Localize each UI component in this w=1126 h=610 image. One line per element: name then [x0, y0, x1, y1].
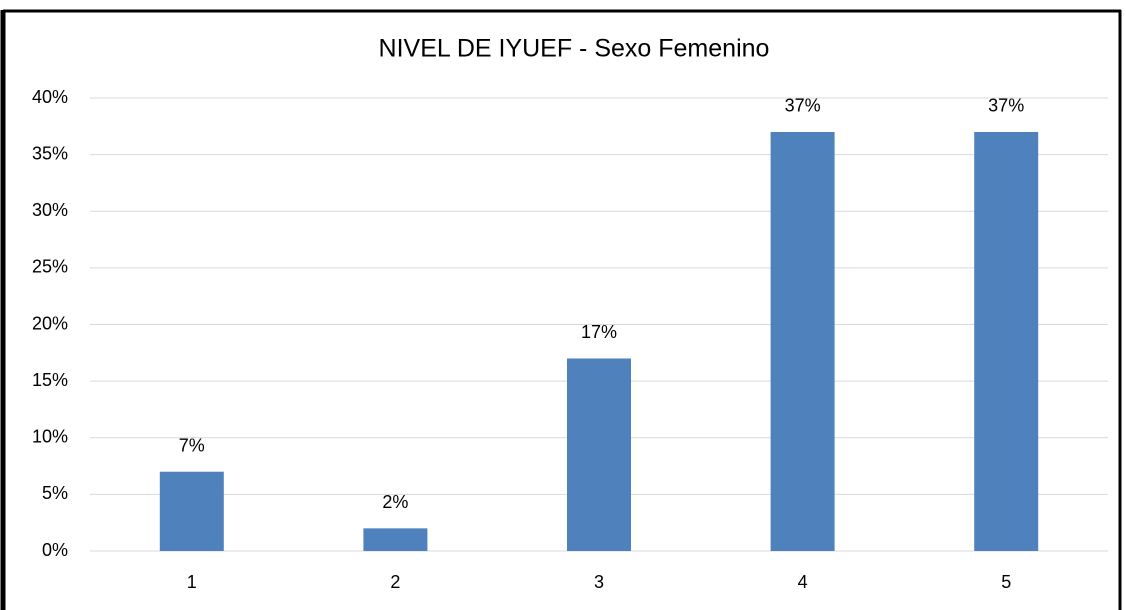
x-tick-label: 2	[390, 572, 400, 592]
y-tick-label: 40%	[32, 87, 68, 107]
bar	[159, 471, 224, 551]
y-tick-label: 35%	[32, 143, 68, 163]
y-tick-label: 20%	[32, 313, 68, 333]
y-tick-label: 25%	[32, 257, 68, 277]
bar	[974, 131, 1039, 551]
chart-title: NIVEL DE IYUEF - Sexo Femenino	[379, 35, 770, 63]
y-tick-label: 10%	[32, 427, 68, 447]
y-tick-label: 15%	[32, 370, 68, 390]
x-tick-label: 3	[594, 572, 604, 592]
bar	[363, 528, 428, 551]
bar	[567, 358, 631, 551]
data-label: 37%	[785, 96, 821, 116]
x-tick-label: 4	[798, 572, 808, 592]
y-tick-label: 0%	[42, 540, 68, 560]
x-tick-label: 5	[1001, 572, 1011, 592]
y-tick-label: 30%	[32, 200, 68, 220]
bar	[770, 131, 835, 551]
data-label: 7%	[179, 435, 205, 455]
data-label: 2%	[382, 492, 408, 512]
data-label: 17%	[581, 322, 617, 342]
x-tick-label: 1	[187, 572, 197, 592]
y-tick-label: 5%	[42, 483, 68, 503]
data-label: 37%	[988, 96, 1024, 116]
